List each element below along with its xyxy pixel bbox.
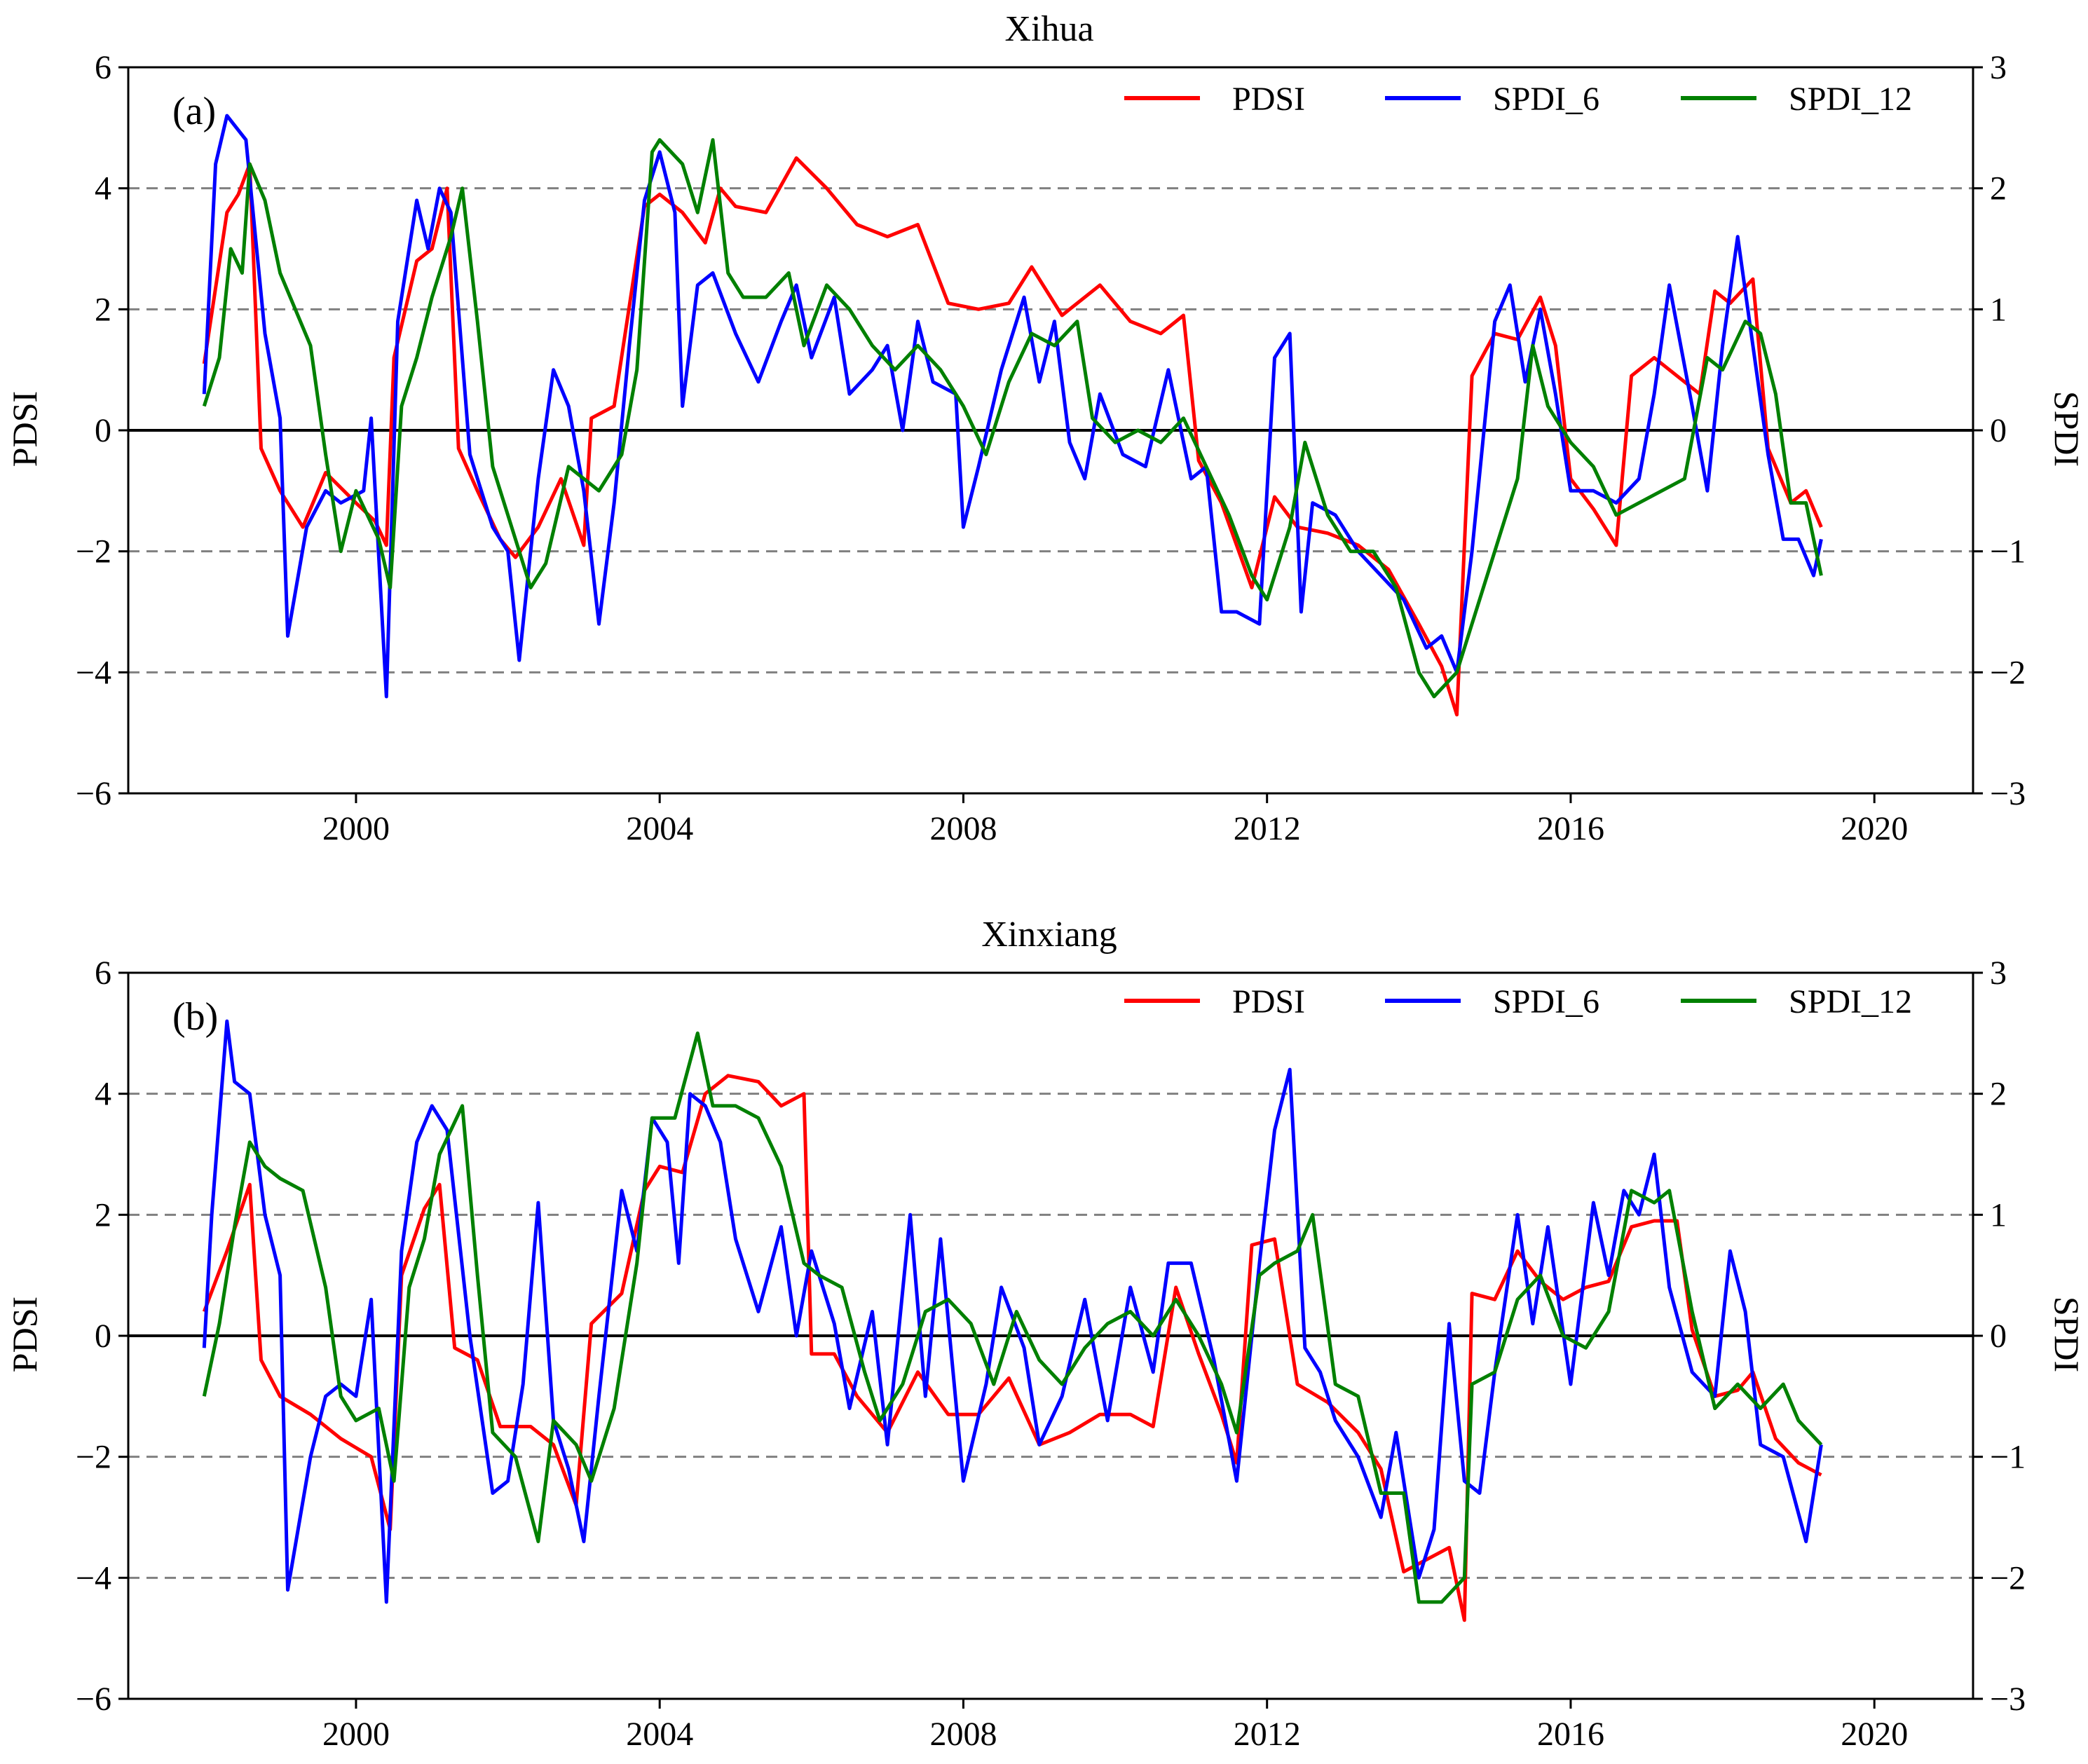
series-line-pdsi [202,156,1823,717]
y-tick-label-left: 4 [95,1076,111,1113]
chart-panel-xihua: Xihua PDSI SPDI 2000 2004 2008 2012 2016 2020… [5,9,2087,847]
y-tick-label-left: 4 [95,170,111,207]
y-tick-group-right: −3 −2 −1 0 1 2 3 [1973,955,2026,1718]
y-tick-label-right: 2 [1990,1076,2007,1113]
y-axis-label-left: PDSI [5,1297,44,1372]
legend: PDSI SPDI_6 SPDI_12 [1124,81,1912,118]
reference-lines [128,1093,1973,1579]
y-tick-label-right: 0 [1990,412,2007,449]
x-tick-label: 2000 [322,810,390,847]
chart-title: Xihua [1004,9,1093,49]
series-line-pdsi [202,1074,1822,1622]
y-tick-label-right: 3 [1990,955,2007,992]
series-layer [202,1019,1823,1622]
series-line-spdi-12 [202,1031,1823,1604]
y-tick-label-left: −4 [76,654,111,691]
plot-frame [127,971,1974,1700]
x-tick-label: 2016 [1537,810,1604,847]
y-tick-label-left: −2 [76,533,111,570]
y-tick-label-left: 0 [95,1318,111,1355]
y-axis-label-right: SPDI [2047,1297,2087,1372]
y-tick-label-right: −2 [1990,654,2026,691]
x-tick-label: 2012 [1234,1716,1301,1753]
y-tick-label-left: 6 [95,49,111,86]
y-tick-label-right: 3 [1990,49,2007,86]
series-line-spdi-6 [202,1019,1823,1604]
panel-tag: (a) [172,90,216,133]
y-tick-group-left: −6 −4 −2 0 2 4 6 [76,49,128,812]
y-tick-label-right: 1 [1990,1196,2007,1233]
y-tick-label-right: 1 [1990,291,2007,328]
x-tick-label: 2008 [929,1716,997,1753]
y-tick-label-right: −1 [1990,533,2026,570]
legend-label-pdsi: PDSI [1232,983,1305,1020]
y-tick-label-left: −6 [76,1681,111,1718]
series-layer [202,114,1823,717]
x-tick-label: 2004 [626,810,693,847]
y-axis-label-right: SPDI [2047,391,2087,467]
x-tick-label: 2004 [626,1716,693,1753]
y-tick-label-left: 6 [95,955,111,992]
legend-label-pdsi: PDSI [1232,81,1305,118]
x-tick-label: 2020 [1841,1716,1908,1753]
y-axis-label-left: PDSI [5,391,44,467]
panel-tag: (b) [172,995,218,1039]
chart-title: Xinxiang [981,915,1117,955]
y-tick-label-right: 2 [1990,170,2007,207]
legend-label-spdi-12: SPDI_12 [1789,81,1912,118]
x-tick-group: 2000 2004 2008 2012 2016 2020 [322,1699,1908,1753]
y-tick-group-left: −6 −4 −2 0 2 4 6 [76,955,128,1718]
y-tick-label-right: −3 [1990,775,2026,812]
chart-panel-xinxiang: Xinxiang PDSI SPDI 2000 2004 2008 2012 2016 2… [5,915,2087,1753]
y-tick-label-left: −4 [76,1559,111,1597]
y-tick-label-right: −1 [1990,1439,2026,1476]
y-tick-label-left: −6 [76,775,111,812]
y-tick-label-right: −2 [1990,1559,2026,1597]
y-tick-label-right: 0 [1990,1318,2007,1355]
y-tick-label-right: −3 [1990,1681,2026,1718]
legend-label-spdi-6: SPDI_6 [1493,81,1599,118]
series-line-spdi-6 [202,114,1823,699]
plot-frame [127,66,1974,795]
y-tick-group-right: −3 −2 −1 0 1 2 3 [1973,49,2026,812]
y-tick-label-left: −2 [76,1439,111,1476]
legend-label-spdi-12: SPDI_12 [1789,983,1912,1020]
y-tick-label-left: 2 [95,1196,111,1233]
y-tick-label-left: 2 [95,291,111,328]
x-tick-label: 2008 [929,810,997,847]
x-tick-label: 2000 [322,1716,390,1753]
x-tick-label: 2016 [1537,1716,1604,1753]
x-tick-label: 2020 [1841,810,1908,847]
x-tick-label: 2012 [1234,810,1301,847]
y-tick-label-left: 0 [95,412,111,449]
series-line-spdi-12 [202,138,1823,699]
legend-label-spdi-6: SPDI_6 [1493,983,1599,1020]
legend: PDSI SPDI_6 SPDI_12 [1124,983,1912,1020]
x-tick-group: 2000 2004 2008 2012 2016 2020 [322,793,1908,847]
